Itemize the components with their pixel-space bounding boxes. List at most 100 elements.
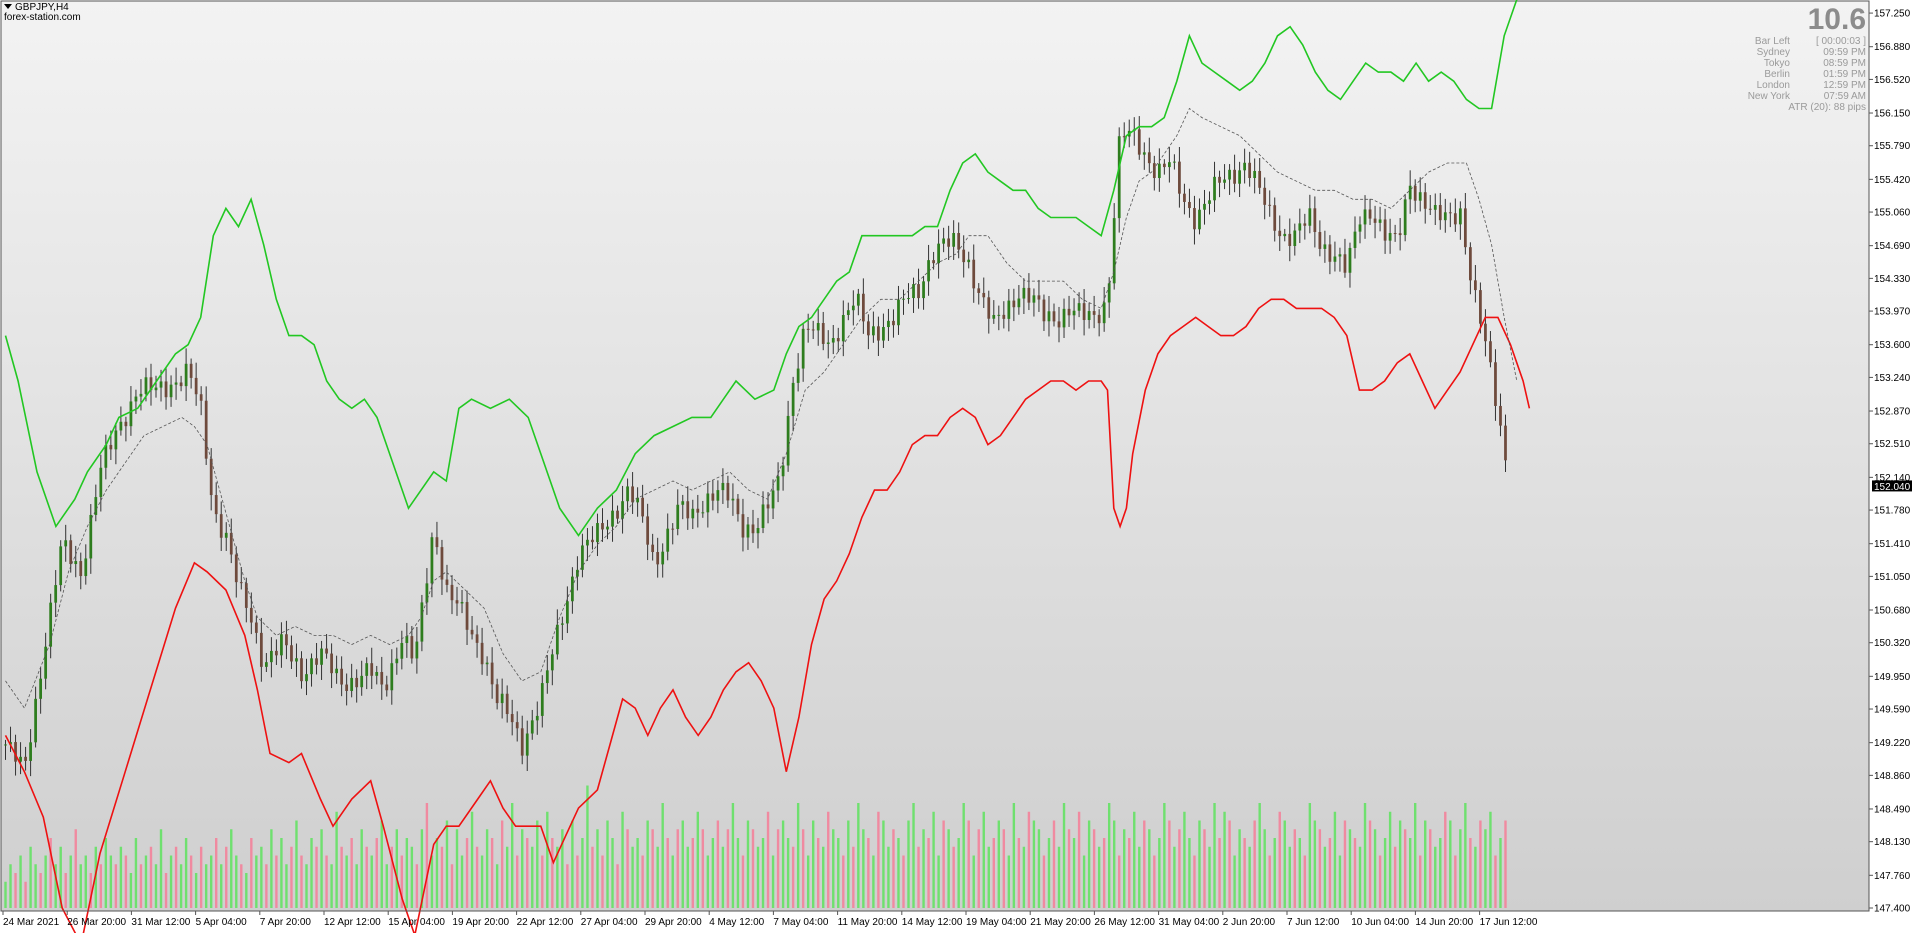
candle-body [149,377,153,391]
candle-body [470,629,474,635]
current-price-marker: 152.040 [1872,480,1912,493]
volume-bar [1403,829,1407,908]
candle-body [1183,193,1186,202]
candle-body [94,497,98,515]
candle-body [831,338,835,343]
candle-body [1203,203,1206,210]
volume-bar [310,838,313,908]
candle [1082,289,1086,336]
candle [490,647,494,699]
candle-body [661,551,665,565]
candle [1223,164,1226,190]
candle [410,626,414,664]
volume-bar [285,864,288,908]
candle [846,302,850,321]
candle [460,589,464,614]
candle [826,330,830,359]
time-tick-label: 19 Apr 20:00 [452,917,509,928]
candle [1438,193,1442,230]
candle [440,539,444,595]
candle-body [455,600,459,604]
candle-body [410,636,414,659]
candle-body [545,670,549,684]
price-axis: 157.250 156.880 156.520 156.150 155.790 155.4… [1868,1,1911,915]
candle-body [1102,302,1106,324]
candle [445,564,449,593]
candle-body [611,510,614,527]
volume-bar [666,838,669,908]
candle-body [1499,405,1502,426]
candle [44,632,48,690]
volume-bar [1358,846,1362,908]
candle [1243,148,1247,184]
chevron-down-icon[interactable] [4,4,12,9]
candle [1328,235,1332,275]
candle [325,634,328,659]
candle-body [1213,176,1216,201]
volume-bar [485,829,489,908]
volume-bar [1363,803,1367,908]
time-tick-label: 19 May 04:00 [966,917,1027,928]
candle [1303,213,1307,240]
volume-bar [1494,855,1497,908]
candle [1338,247,1342,272]
volume-bar [1102,838,1106,908]
candle-body [1484,323,1487,342]
candle-body [1443,212,1447,221]
candle [897,285,900,335]
candle-body [1062,308,1066,328]
price-tick-label: 155.060 [1874,208,1911,219]
candle [229,518,233,564]
volume-bar [1348,829,1352,908]
candle [164,367,168,410]
candle [340,656,344,697]
candle [99,454,103,512]
candle [24,746,27,771]
table-row: Bar Left [ 00:00:03 ] [1748,36,1866,47]
volume-bar [531,846,534,908]
volume-bar [601,855,604,908]
candle-body [4,744,7,746]
candle [1248,151,1252,187]
candle [1433,193,1437,225]
volume-bar [1368,820,1372,908]
volume-bar [1313,820,1317,908]
candle-body [430,537,434,584]
candle [1102,287,1106,332]
volume-bar [781,820,785,908]
volume-bar [280,838,283,908]
price-tick-label: 147.760 [1874,871,1911,882]
candle [530,709,534,740]
candle-body [109,444,113,450]
volume-bar [380,820,383,908]
candle-body [631,486,634,503]
candle-body [370,663,374,676]
candle [1408,170,1412,214]
volume-bar [606,820,609,908]
candle-body [505,693,509,715]
volume-bar [721,846,725,908]
volume-bar [551,838,554,908]
volume-bar [1504,820,1507,908]
volume-bar [521,829,524,908]
volume-bar [1067,829,1071,908]
candle-body [1087,311,1091,321]
candle [1057,306,1061,343]
candle-body [320,648,323,665]
candle-body [691,508,695,519]
candle-body [164,381,168,398]
volume-bar [335,811,338,908]
candle-body [1072,310,1076,316]
candle-body [9,742,12,745]
time-tick-label: 29 Apr 20:00 [645,917,702,928]
spread-value: 10.6 [1807,3,1866,36]
candle [1373,205,1377,239]
volume-bar [415,864,419,908]
candle [601,508,604,542]
candle-body [219,514,223,538]
candle [806,313,810,343]
candle-body [1067,308,1071,316]
price-tick-label: 149.950 [1874,672,1911,683]
volume-bar [1303,855,1307,908]
